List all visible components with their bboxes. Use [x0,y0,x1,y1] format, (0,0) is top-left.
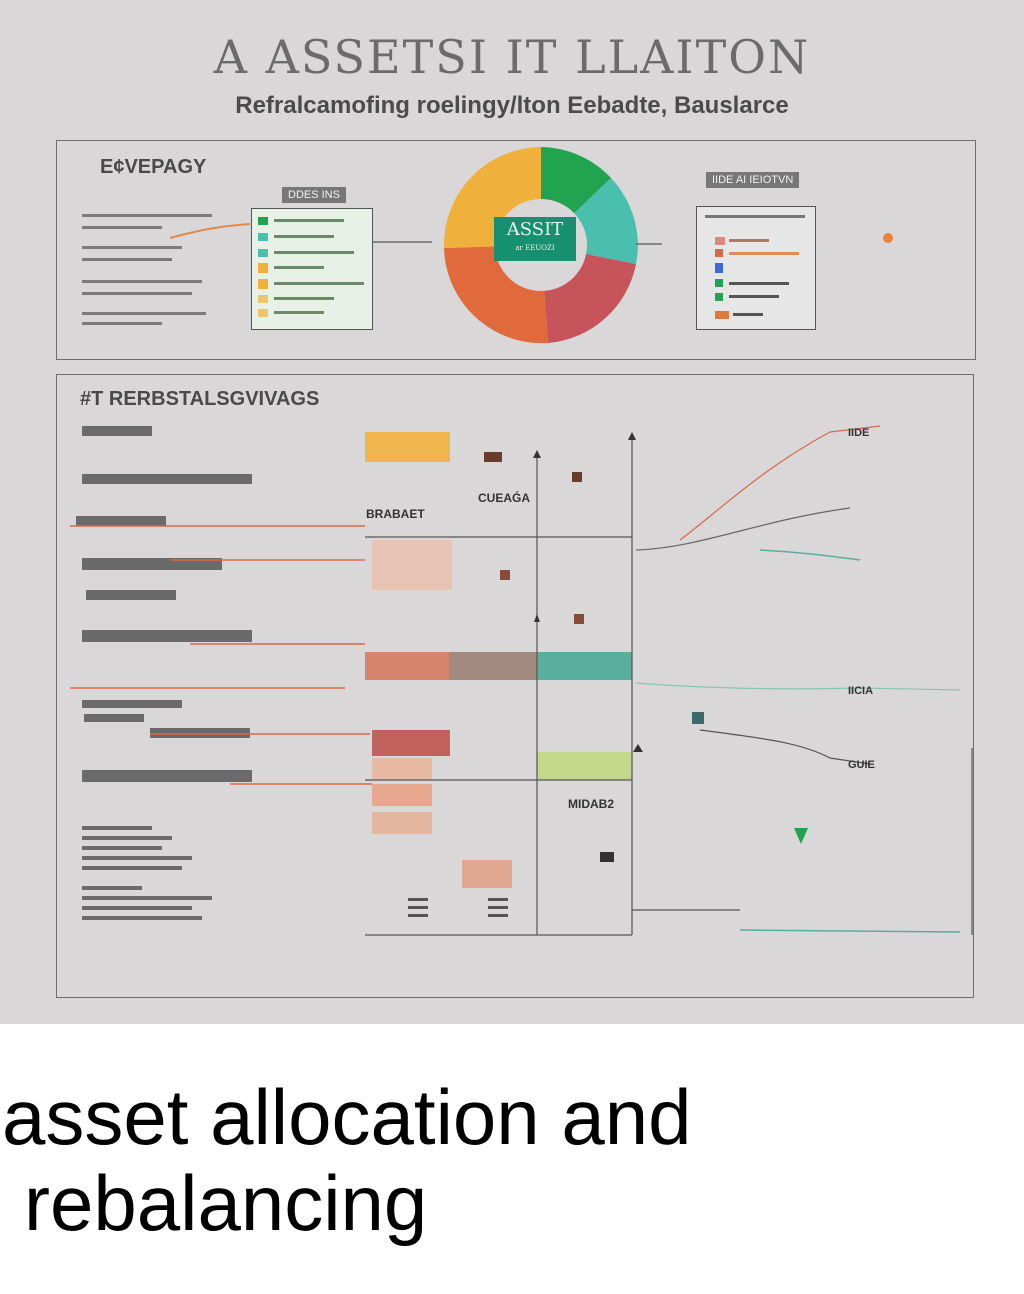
left-text-lines [76,426,252,920]
caption: asset allocation and rebalancing [2,1074,1002,1246]
row-label-1: BRABAET [366,507,425,521]
infographic-poster: A ASSETSI IT LLAITON Refralcamofing roel… [0,0,1024,1024]
left-arrows [70,525,372,785]
caption-line-2: rebalancing [24,1159,428,1247]
bar-low-2 [537,752,632,780]
bar-low-1 [372,730,450,756]
rebalancing-diagram: BRABAET CUEAǴA MIDAB2 IIDE GUIE IICIA [70,425,973,936]
top-connector-lines [82,214,893,325]
row-label-2: CUEAǴA [478,490,530,505]
pie-sublabel-text: ar EEUOZI [515,244,555,252]
side-label-1: IIDE [848,427,869,439]
poster-subtitle: Refralcamofing roelingy/lton Eebadte, Ba… [235,92,789,119]
right-tag: IIDE AI IEIOTVN [706,172,800,188]
grid-lines [365,436,973,936]
right-legend-rows [705,215,805,319]
left-tag: DDES INS [282,187,346,203]
side-label-2: GUIE [848,759,875,771]
left-legend-card [251,208,373,330]
bottom-panel [56,374,974,998]
poster-title: A ASSETSI IT LLAITON [213,30,811,84]
right-legend-card [696,206,816,330]
bar-top [365,432,450,462]
side-label-3: IICIA [848,685,873,697]
left-legend-rows [258,217,364,317]
row-label-3: MIDAB2 [568,797,614,811]
top-panel [56,140,976,360]
rebalancing-heading: #T RERBSTALSGVIVAGS [80,388,320,410]
strategy-heading: E¢VEPAGY [100,156,207,178]
pie-label-text: ASSIT [506,219,564,240]
bar-mid-2 [449,652,537,680]
bar-mid-3 [537,652,632,680]
caption-line-1: asset allocation and [2,1073,692,1161]
pie-center-label: ASSIT ar EEUOZI [494,217,576,261]
bar-mid-1 [365,652,449,680]
